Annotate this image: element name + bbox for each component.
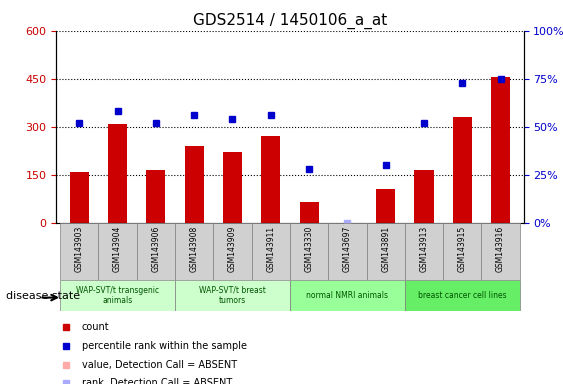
Text: count: count — [82, 322, 109, 332]
Text: disease state: disease state — [6, 291, 80, 301]
FancyBboxPatch shape — [252, 223, 290, 280]
Bar — [146, 170, 166, 223]
Text: GSM143330: GSM143330 — [305, 225, 314, 272]
Bar — [414, 170, 434, 223]
Bar — [491, 77, 510, 223]
Text: GSM143906: GSM143906 — [151, 225, 160, 272]
Bar — [261, 136, 280, 223]
Bar — [223, 152, 242, 223]
Text: GSM143915: GSM143915 — [458, 225, 467, 272]
FancyBboxPatch shape — [405, 223, 443, 280]
Bar — [453, 117, 472, 223]
FancyBboxPatch shape — [175, 223, 213, 280]
Text: GSM143904: GSM143904 — [113, 225, 122, 272]
Text: breast cancer cell lines: breast cancer cell lines — [418, 291, 507, 300]
FancyBboxPatch shape — [367, 223, 405, 280]
FancyBboxPatch shape — [175, 280, 290, 311]
FancyBboxPatch shape — [60, 223, 99, 280]
Bar — [185, 146, 204, 223]
Text: WAP-SVT/t transgenic
animals: WAP-SVT/t transgenic animals — [76, 286, 159, 305]
Bar — [108, 124, 127, 223]
Text: GSM143903: GSM143903 — [75, 225, 84, 272]
Text: normal NMRI animals: normal NMRI animals — [306, 291, 388, 300]
Text: percentile rank within the sample: percentile rank within the sample — [82, 341, 247, 351]
Text: WAP-SVT/t breast
tumors: WAP-SVT/t breast tumors — [199, 286, 266, 305]
Text: GSM143916: GSM143916 — [496, 225, 505, 272]
Text: value, Detection Call = ABSENT: value, Detection Call = ABSENT — [82, 360, 237, 370]
FancyBboxPatch shape — [60, 280, 175, 311]
Title: GDS2514 / 1450106_a_at: GDS2514 / 1450106_a_at — [193, 13, 387, 29]
FancyBboxPatch shape — [137, 223, 175, 280]
FancyBboxPatch shape — [290, 280, 405, 311]
Text: GSM143891: GSM143891 — [381, 225, 390, 272]
FancyBboxPatch shape — [481, 223, 520, 280]
FancyBboxPatch shape — [405, 280, 520, 311]
Bar — [300, 202, 319, 223]
FancyBboxPatch shape — [443, 223, 481, 280]
FancyBboxPatch shape — [213, 223, 252, 280]
Bar — [376, 189, 395, 223]
FancyBboxPatch shape — [99, 223, 137, 280]
FancyBboxPatch shape — [290, 223, 328, 280]
Text: GSM143909: GSM143909 — [228, 225, 237, 272]
Text: GSM143911: GSM143911 — [266, 225, 275, 272]
FancyBboxPatch shape — [328, 223, 367, 280]
Text: GSM143908: GSM143908 — [190, 225, 199, 272]
Text: GSM143697: GSM143697 — [343, 225, 352, 272]
Bar — [70, 172, 89, 223]
Text: GSM143913: GSM143913 — [419, 225, 428, 272]
Text: rank, Detection Call = ABSENT: rank, Detection Call = ABSENT — [82, 378, 232, 384]
